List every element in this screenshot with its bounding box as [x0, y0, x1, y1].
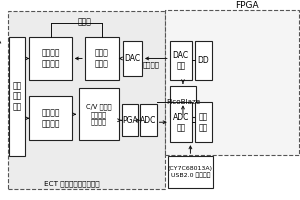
Text: ADC
接口: ADC 接口	[172, 113, 189, 132]
Text: PicoBlaze: PicoBlaze	[166, 99, 200, 105]
Text: 激励
测量
切换: 激励 测量 切换	[12, 81, 22, 111]
Bar	[122, 104, 138, 136]
Text: DAC: DAC	[124, 54, 140, 63]
Text: ECT 信号采集与处理单元: ECT 信号采集与处理单元	[44, 181, 100, 187]
Bar	[170, 102, 192, 142]
Bar	[123, 41, 142, 76]
Text: 激励电路
选择开关: 激励电路 选择开关	[41, 109, 60, 128]
Text: PGA: PGA	[122, 116, 138, 125]
Text: (CY7C68013A)
USB2.0 接口芯片: (CY7C68013A) USB2.0 接口芯片	[168, 166, 213, 178]
Text: 控制指令: 控制指令	[142, 61, 159, 68]
Bar	[29, 96, 72, 140]
Bar	[170, 86, 196, 117]
Text: DAC
接口: DAC 接口	[173, 51, 189, 70]
Text: 相位
解调: 相位 解调	[199, 113, 208, 132]
Bar	[8, 11, 165, 189]
Bar	[29, 37, 72, 80]
Text: C/V 转换和
交流放大
滤波电路: C/V 转换和 交流放大 滤波电路	[86, 103, 112, 125]
Bar	[9, 37, 25, 156]
Text: DD: DD	[197, 56, 209, 65]
Text: 滤波放
大电路: 滤波放 大电路	[95, 49, 109, 68]
Bar	[85, 37, 118, 80]
Bar	[79, 88, 118, 140]
Bar	[195, 41, 212, 80]
Text: 电压源: 电压源	[78, 17, 92, 26]
Bar	[168, 156, 213, 188]
Bar	[140, 104, 157, 136]
Text: ADC: ADC	[140, 116, 157, 125]
Bar	[170, 41, 192, 80]
Bar	[195, 102, 212, 142]
Bar	[165, 10, 298, 155]
Text: 激励电源
选择开关: 激励电源 选择开关	[41, 49, 60, 68]
Text: FPGA: FPGA	[236, 1, 259, 10]
